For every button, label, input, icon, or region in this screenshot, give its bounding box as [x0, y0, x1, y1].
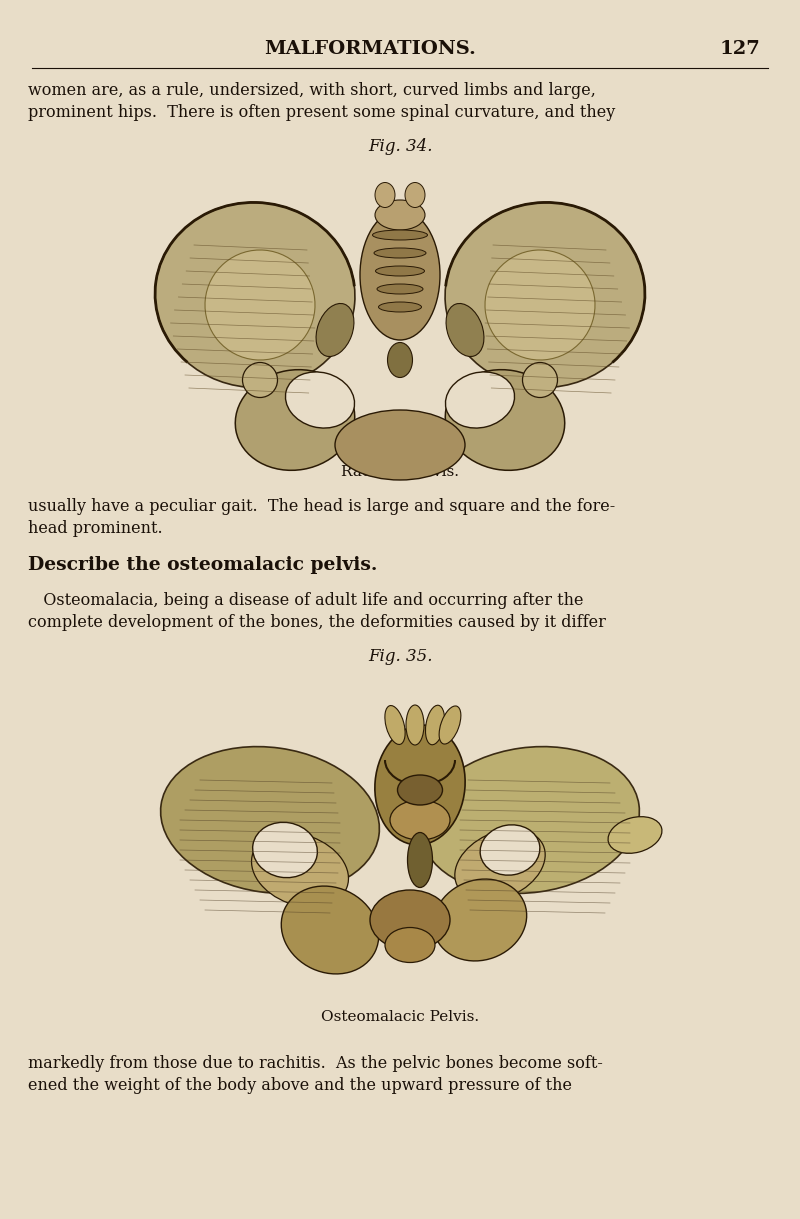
Ellipse shape: [360, 210, 440, 340]
Ellipse shape: [205, 250, 315, 360]
Ellipse shape: [251, 833, 349, 907]
Text: complete development of the bones, the deformities caused by it differ: complete development of the bones, the d…: [28, 614, 606, 631]
Text: Osteomalacic Pelvis.: Osteomalacic Pelvis.: [321, 1011, 479, 1024]
Text: prominent hips.  There is often present some spinal curvature, and they: prominent hips. There is often present s…: [28, 104, 615, 121]
Ellipse shape: [286, 372, 354, 428]
Ellipse shape: [406, 705, 424, 745]
Ellipse shape: [385, 928, 435, 963]
Ellipse shape: [242, 362, 278, 397]
Ellipse shape: [421, 746, 639, 894]
Ellipse shape: [387, 343, 413, 378]
Ellipse shape: [446, 369, 565, 471]
Ellipse shape: [608, 817, 662, 853]
Ellipse shape: [480, 825, 540, 875]
Ellipse shape: [375, 266, 425, 275]
Ellipse shape: [161, 746, 379, 894]
Ellipse shape: [235, 369, 354, 471]
Ellipse shape: [434, 879, 526, 961]
Text: markedly from those due to rachitis.  As the pelvic bones become soft-: markedly from those due to rachitis. As …: [28, 1054, 603, 1072]
Ellipse shape: [405, 183, 425, 207]
Text: Describe the osteomalacic pelvis.: Describe the osteomalacic pelvis.: [28, 556, 378, 574]
Text: 127: 127: [720, 40, 760, 59]
Ellipse shape: [253, 823, 318, 878]
Text: ened the weight of the body above and the upward pressure of the: ened the weight of the body above and th…: [28, 1078, 572, 1093]
Ellipse shape: [282, 886, 378, 974]
Ellipse shape: [375, 200, 425, 230]
Ellipse shape: [374, 247, 426, 258]
Ellipse shape: [446, 304, 484, 356]
Ellipse shape: [522, 362, 558, 397]
Ellipse shape: [455, 829, 545, 901]
Ellipse shape: [445, 202, 645, 388]
Text: Fig. 35.: Fig. 35.: [368, 649, 432, 666]
Ellipse shape: [316, 304, 354, 356]
Text: Fig. 34.: Fig. 34.: [368, 138, 432, 155]
Ellipse shape: [373, 230, 427, 240]
Ellipse shape: [398, 775, 442, 805]
Ellipse shape: [407, 833, 433, 887]
Ellipse shape: [155, 202, 355, 388]
Ellipse shape: [375, 725, 465, 845]
Ellipse shape: [390, 800, 450, 840]
Ellipse shape: [375, 183, 395, 207]
Ellipse shape: [377, 284, 423, 294]
Text: women are, as a rule, undersized, with short, curved limbs and large,: women are, as a rule, undersized, with s…: [28, 82, 596, 99]
Ellipse shape: [439, 706, 461, 744]
Ellipse shape: [370, 890, 450, 950]
Ellipse shape: [335, 410, 465, 480]
Ellipse shape: [426, 706, 445, 745]
Text: usually have a peculiar gait.  The head is large and square and the fore-: usually have a peculiar gait. The head i…: [28, 499, 615, 514]
Ellipse shape: [446, 372, 514, 428]
Text: head prominent.: head prominent.: [28, 521, 162, 538]
Ellipse shape: [378, 302, 422, 312]
Text: Rachitic Pelvis.: Rachitic Pelvis.: [341, 464, 459, 479]
Ellipse shape: [485, 250, 595, 360]
Text: MALFORMATIONS.: MALFORMATIONS.: [264, 40, 476, 59]
Text: Osteomalacia, being a disease of adult life and occurring after the: Osteomalacia, being a disease of adult l…: [28, 592, 583, 610]
Ellipse shape: [385, 706, 405, 745]
